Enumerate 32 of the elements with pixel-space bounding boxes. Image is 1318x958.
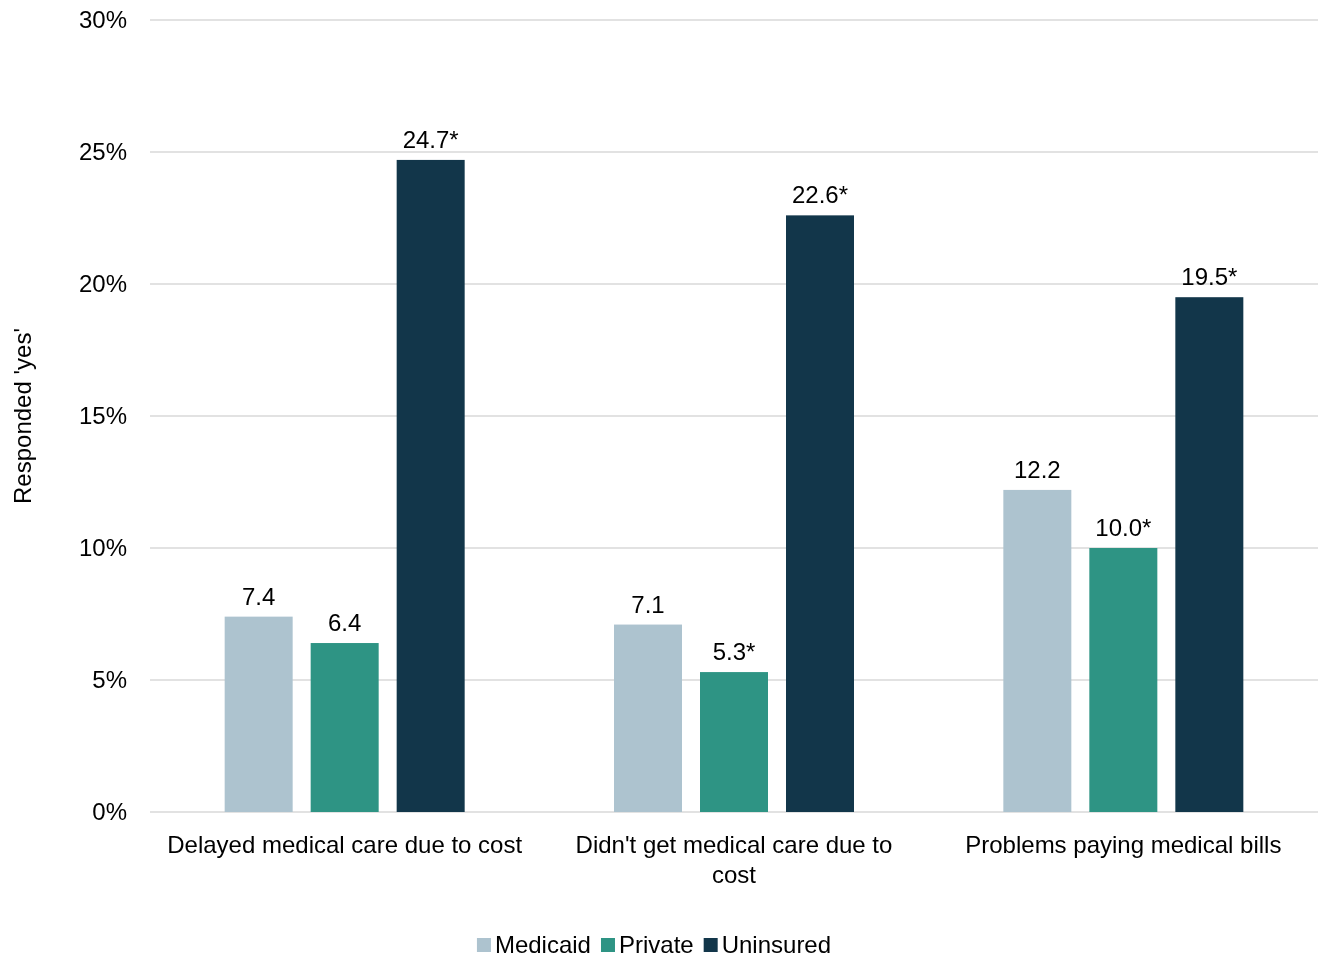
- y-axis-title: Responded 'yes': [9, 328, 36, 504]
- data-label: 24.7*: [402, 125, 459, 153]
- x-tick-label: Delayed medical care due to cost: [167, 831, 523, 858]
- y-tick-label: 5%: [92, 666, 127, 694]
- bar: [396, 159, 465, 812]
- y-tick-label: 15%: [78, 402, 127, 430]
- data-label: 19.5*: [1181, 263, 1238, 291]
- bar: [224, 616, 293, 812]
- data-label: 10.0*: [1095, 514, 1152, 541]
- y-tick-label: 10%: [78, 534, 127, 562]
- bar: [1003, 489, 1072, 812]
- bar: [1089, 548, 1158, 812]
- legend-label: Medicaid: [494, 931, 591, 958]
- bar: [310, 643, 379, 812]
- bar: [614, 624, 682, 812]
- y-tick-label: 0%: [92, 798, 127, 826]
- data-label: 12.2: [1013, 455, 1061, 483]
- data-label: 7.4: [241, 582, 276, 610]
- data-label: 7.1: [631, 590, 665, 618]
- x-tick-label: Problems paying medical bills: [965, 831, 1282, 858]
- legend-label: Uninsured: [721, 931, 832, 958]
- data-label: 22.6*: [791, 181, 849, 209]
- data-label: 5.3*: [712, 638, 756, 666]
- bar: [786, 215, 854, 812]
- bar: [700, 672, 768, 812]
- x-tick-label: Didn't get medical care due to cost: [575, 831, 893, 888]
- data-label: 6.4: [327, 609, 362, 637]
- legend-label: Private: [618, 931, 694, 958]
- y-tick-label: 30%: [78, 6, 127, 34]
- bar: [1175, 297, 1244, 812]
- y-tick-label: 20%: [78, 270, 127, 298]
- y-tick-label: 25%: [78, 138, 127, 166]
